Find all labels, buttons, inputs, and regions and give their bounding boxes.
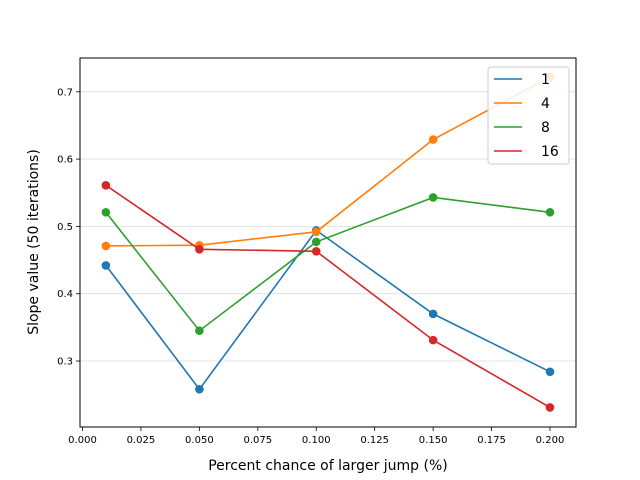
data-point [101,207,111,217]
x-tick-label: 0.150 [419,435,448,446]
x-tick-label: 0.025 [127,435,156,446]
data-point [545,403,555,412]
data-point [311,247,321,256]
x-tick-label: 0.100 [302,435,331,446]
y-tick-label: 0.5 [57,222,73,233]
data-point [545,207,555,217]
x-axis-ticks: 0.000 0.025 0.050 0.075 0.100 0.125 0.150 0.175… [68,427,564,446]
x-tick-label: 0.175 [477,435,506,446]
data-point [428,135,438,144]
series-layer [101,72,555,412]
y-tick-label: 0.4 [57,289,73,300]
plot-area-frame [79,57,577,428]
data-point [545,367,555,377]
y-axis-ticks: 0.3 0.4 0.5 0.6 0.7 [57,87,80,368]
data-point [428,193,438,202]
data-point [101,181,111,190]
data-point [101,241,111,251]
data-point [311,237,321,247]
x-tick-label: 0.000 [68,435,97,446]
x-tick-label: 0.050 [185,435,214,446]
series-16 [101,181,555,412]
legend-box [487,66,570,165]
x-tick-label: 0.075 [243,435,272,446]
data-point [195,326,204,336]
legend-item: 1 [494,72,550,88]
legend-label: 1 [541,72,550,88]
data-point [428,335,438,345]
series-8 [101,193,555,336]
data-point [428,309,438,319]
data-point [195,384,204,394]
data-point [311,227,321,237]
x-tick-label: 0.125 [360,435,389,446]
y-axis-label: Slope value (50 iterations) [26,149,42,335]
data-point [101,261,111,270]
legend-item: 16 [494,144,559,160]
legend-item: 4 [494,96,550,112]
y-tick-label: 0.7 [57,87,73,98]
grid-lines [80,91,576,362]
data-point [195,244,204,254]
legend: 1 4 8 16 [487,66,570,165]
legend-label: 16 [541,144,559,160]
x-axis-label: Percent chance of larger jump (%) [208,458,448,474]
x-tick-label: 0.200 [536,435,565,446]
legend-label: 8 [541,120,550,136]
legend-item: 8 [494,120,550,136]
legend-label: 4 [541,96,550,112]
y-tick-label: 0.6 [57,155,73,166]
y-tick-label: 0.3 [57,357,73,368]
